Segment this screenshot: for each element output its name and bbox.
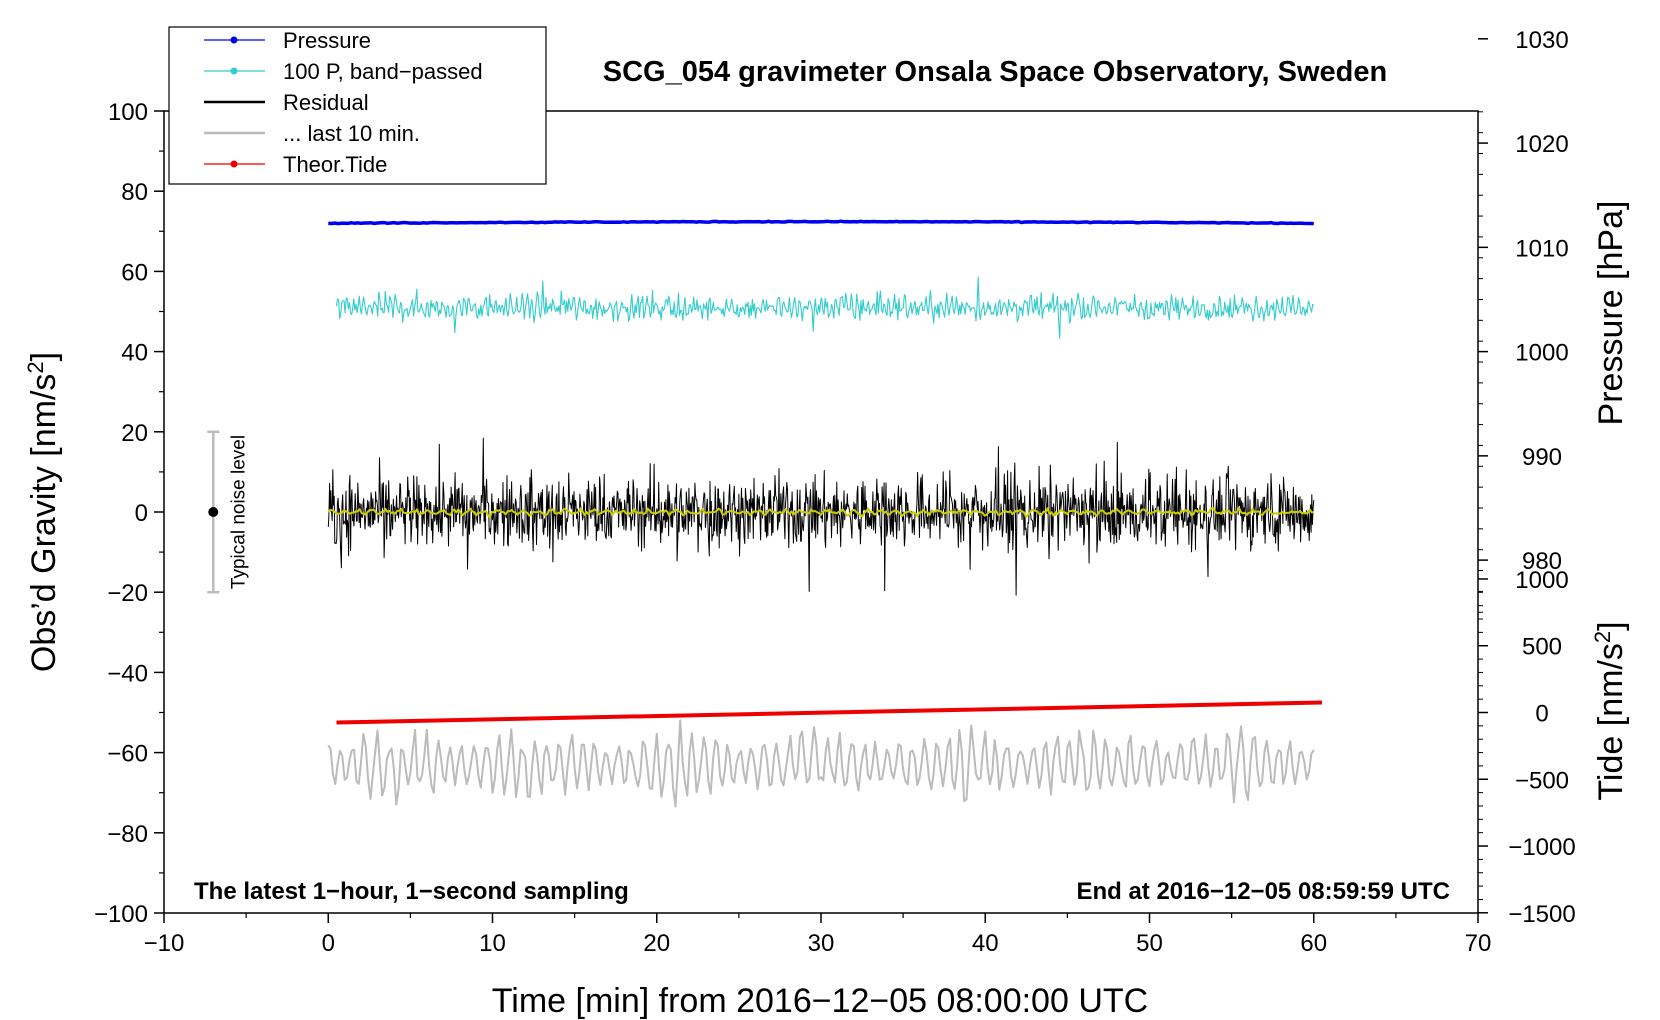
noise-center-marker	[208, 507, 219, 517]
series-last-10-min	[327, 719, 1315, 808]
tide-tick-label: −1000	[1508, 834, 1575, 861]
legend-marker	[230, 36, 238, 44]
series-residual	[327, 437, 1315, 596]
y-tick-label: 60	[121, 259, 148, 286]
y-axis-label-pressure: Pressure [hPa]	[1592, 201, 1630, 426]
y-tick-label: 0	[135, 500, 148, 527]
tide-tick-label: −500	[1515, 767, 1569, 794]
y-tick-label: 80	[121, 179, 148, 206]
tide-tick-label: 1000	[1515, 567, 1568, 594]
y-tick-label: −80	[107, 821, 148, 848]
pressure-tick-label: 990	[1522, 444, 1562, 471]
pressure-tick-label: 1000	[1515, 340, 1568, 367]
y-tick-label: −40	[107, 660, 148, 687]
series-layer	[327, 219, 1323, 808]
legend-label: Theor.Tide	[283, 152, 387, 177]
y-axis-gravity: −100 −80 −60 −40 −20 0 20 40 60 80 100	[94, 99, 164, 928]
series-theor-tide	[336, 700, 1323, 725]
y-tick-label: 40	[121, 340, 148, 367]
x-tick-label: 30	[808, 930, 835, 957]
y-tick-label: −60	[107, 741, 148, 768]
legend-label: Pressure	[283, 28, 371, 53]
pressure-tick-label: 980	[1522, 548, 1562, 575]
noise-level-indicator: Typical noise level	[207, 430, 249, 594]
x-tick-label: 60	[1300, 930, 1327, 957]
annotation-end-time: End at 2016−12−05 08:59:59 UTC	[1076, 878, 1450, 905]
legend-label: ... last 10 min.	[283, 121, 420, 146]
x-tick-label: −10	[144, 930, 185, 957]
y-axis-label-tide: Tide [nm/s2]	[1590, 621, 1630, 800]
x-tick-label: 0	[322, 930, 335, 957]
legend-label: 100 P, band−passed	[283, 59, 483, 84]
y-tick-label: 100	[108, 99, 148, 126]
y-tick-label: −100	[94, 901, 148, 928]
y-axis-label-gravity: Obs’d Gravity [nm/s2]	[23, 352, 63, 672]
series-pressure	[328, 219, 1314, 226]
pressure-tick-label: 1020	[1515, 131, 1568, 158]
noise-level-label: Typical noise level	[228, 435, 249, 589]
legend-label: Residual	[283, 90, 369, 115]
tide-tick-label: 500	[1522, 634, 1562, 661]
y-tick-label: 20	[121, 420, 148, 447]
y-tick-label: −20	[107, 580, 148, 607]
legend: Pressure 100 P, band−passed Residual ... la…	[168, 26, 547, 185]
tide-tick-label: 0	[1535, 701, 1548, 728]
legend-box	[168, 26, 547, 185]
series-pressure-band-passed	[335, 276, 1315, 339]
legend-marker	[230, 160, 238, 168]
series-smoothed-residual	[327, 506, 1314, 519]
y-axis-pressure: 980 990 1000 1010 1020 1030	[1478, 27, 1569, 613]
x-tick-label: 40	[972, 930, 999, 957]
legend-marker	[230, 67, 238, 75]
tide-tick-label: −1500	[1508, 901, 1575, 928]
chart-title: SCG_054 gravimeter Onsala Space Observat…	[603, 56, 1387, 88]
y-axis-tide: −1500 −1000 −500 0 500 1000	[1478, 567, 1576, 928]
annotation-sampling: The latest 1−hour, 1−second sampling	[194, 878, 629, 905]
x-tick-label: 70	[1465, 930, 1492, 957]
x-tick-label: 50	[1136, 930, 1163, 957]
pressure-tick-label: 1010	[1515, 235, 1568, 262]
x-tick-label: 20	[643, 930, 670, 957]
x-axis-label: Time [min] from 2016−12−05 08:00:00 UTC	[492, 982, 1148, 1020]
x-tick-label: 10	[479, 930, 506, 957]
pressure-tick-label: 1030	[1515, 27, 1568, 54]
x-axis: −10 0 10 20 30 40 50 60 70	[144, 913, 1492, 957]
